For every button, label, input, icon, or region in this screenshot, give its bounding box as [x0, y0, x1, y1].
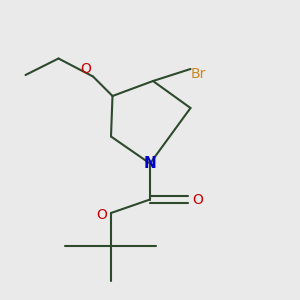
Text: N: N: [144, 156, 156, 171]
Text: Br: Br: [190, 68, 206, 81]
Text: O: O: [96, 208, 107, 222]
Text: O: O: [193, 193, 203, 206]
Text: O: O: [80, 62, 91, 76]
